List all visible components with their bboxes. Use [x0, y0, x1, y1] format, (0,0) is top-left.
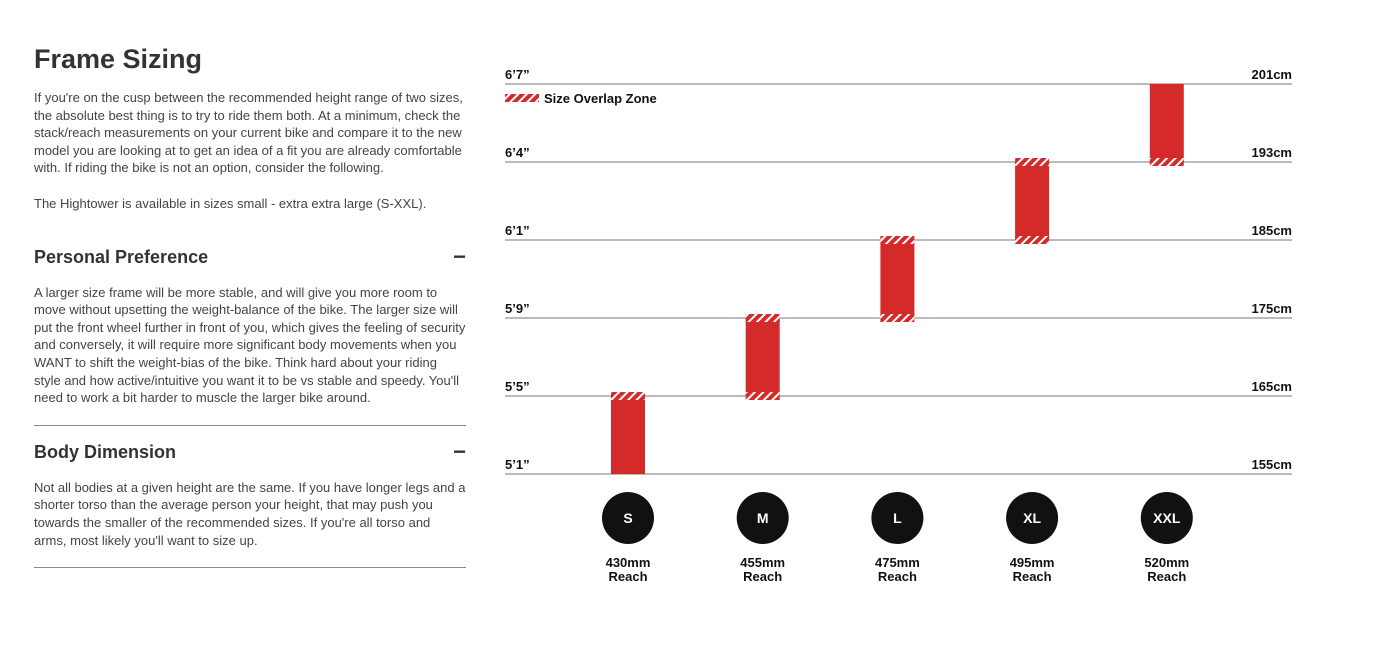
paragraph: If you're on the cusp between the recomm…: [34, 90, 463, 176]
size-badge: [736, 492, 789, 544]
size-label: XL: [1023, 510, 1041, 526]
size-bar: [745, 318, 780, 396]
section-title: Personal Preference: [34, 246, 209, 267]
reach-value: 455mm: [740, 555, 785, 570]
legend-label: Size Overlap Zone: [544, 91, 657, 106]
y-tick-label-imperial: 6’7”: [505, 67, 530, 82]
size-badge: [602, 492, 654, 544]
section-header: Personal Preference −: [34, 244, 466, 270]
reach-value: 495mm: [1010, 555, 1055, 570]
size-bar: [1149, 84, 1184, 162]
y-tick-label: 165cm: [1252, 379, 1292, 394]
page-title: Frame Sizing: [34, 44, 203, 74]
y-tick-label: 185cm: [1252, 223, 1292, 238]
y-tick-label-imperial: 6’4”: [505, 145, 530, 160]
y-tick-label-imperial: 5’9”: [505, 301, 530, 316]
size-badge: [871, 492, 924, 544]
section-title: Body Dimension: [34, 441, 177, 462]
reach-label: Reach: [878, 569, 917, 584]
section: Body Dimension − Not all bodies at a given…: [34, 426, 466, 569]
sections: Personal Preference − A larger size frame …: [34, 231, 466, 569]
reach-value: 430mm: [606, 555, 651, 570]
size-label: XXL: [1153, 510, 1181, 526]
size-label: M: [757, 510, 769, 526]
overlap-zone: [1015, 236, 1050, 244]
reach-label: Reach: [1147, 569, 1186, 584]
text-column: Frame Sizing If you're on the cusp betwe…: [34, 44, 466, 569]
size-label: S: [623, 510, 632, 526]
overlap-zone: [745, 392, 780, 400]
y-tick-label: 175cm: [1252, 301, 1292, 316]
collapse-toggle[interactable]: −: [453, 439, 466, 465]
size-bar: [611, 396, 645, 474]
paragraph: Not all bodies at a given height are the…: [34, 479, 466, 548]
overlap-zone: [745, 314, 780, 322]
paragraph: The Hightower is available in sizes smal…: [34, 195, 427, 211]
size-bar: [1015, 162, 1050, 240]
y-tick-label: 193cm: [1252, 145, 1292, 160]
reach-value: 520mm: [1144, 555, 1189, 570]
size-label: L: [893, 510, 902, 526]
reach-label: Reach: [1013, 569, 1052, 584]
section: Personal Preference − A larger size frame …: [34, 231, 466, 426]
y-tick-label: 155cm: [1252, 457, 1292, 472]
overlap-zone: [880, 236, 915, 244]
size-bar: [880, 240, 915, 318]
y-tick-label: 201cm: [1252, 67, 1292, 82]
section-header: Body Dimension −: [34, 439, 466, 465]
reach-label: Reach: [608, 569, 647, 584]
reach-label: Reach: [743, 569, 782, 584]
collapse-toggle[interactable]: −: [453, 244, 466, 270]
size-badge: [1140, 492, 1193, 544]
legend-swatch: [505, 94, 539, 102]
y-tick-label-imperial: 5’1”: [505, 457, 530, 472]
overlap-zone: [1015, 158, 1050, 166]
overlap-zone: [611, 392, 645, 400]
overlap-zone: [880, 314, 915, 322]
size-badge: [1006, 492, 1059, 544]
y-tick-label-imperial: 5’5”: [505, 379, 530, 394]
reach-value: 475mm: [875, 555, 920, 570]
y-tick-label-imperial: 6’1”: [505, 223, 530, 238]
paragraph: A larger size frame will be more stable,…: [34, 284, 466, 406]
overlap-zone: [1149, 158, 1184, 166]
